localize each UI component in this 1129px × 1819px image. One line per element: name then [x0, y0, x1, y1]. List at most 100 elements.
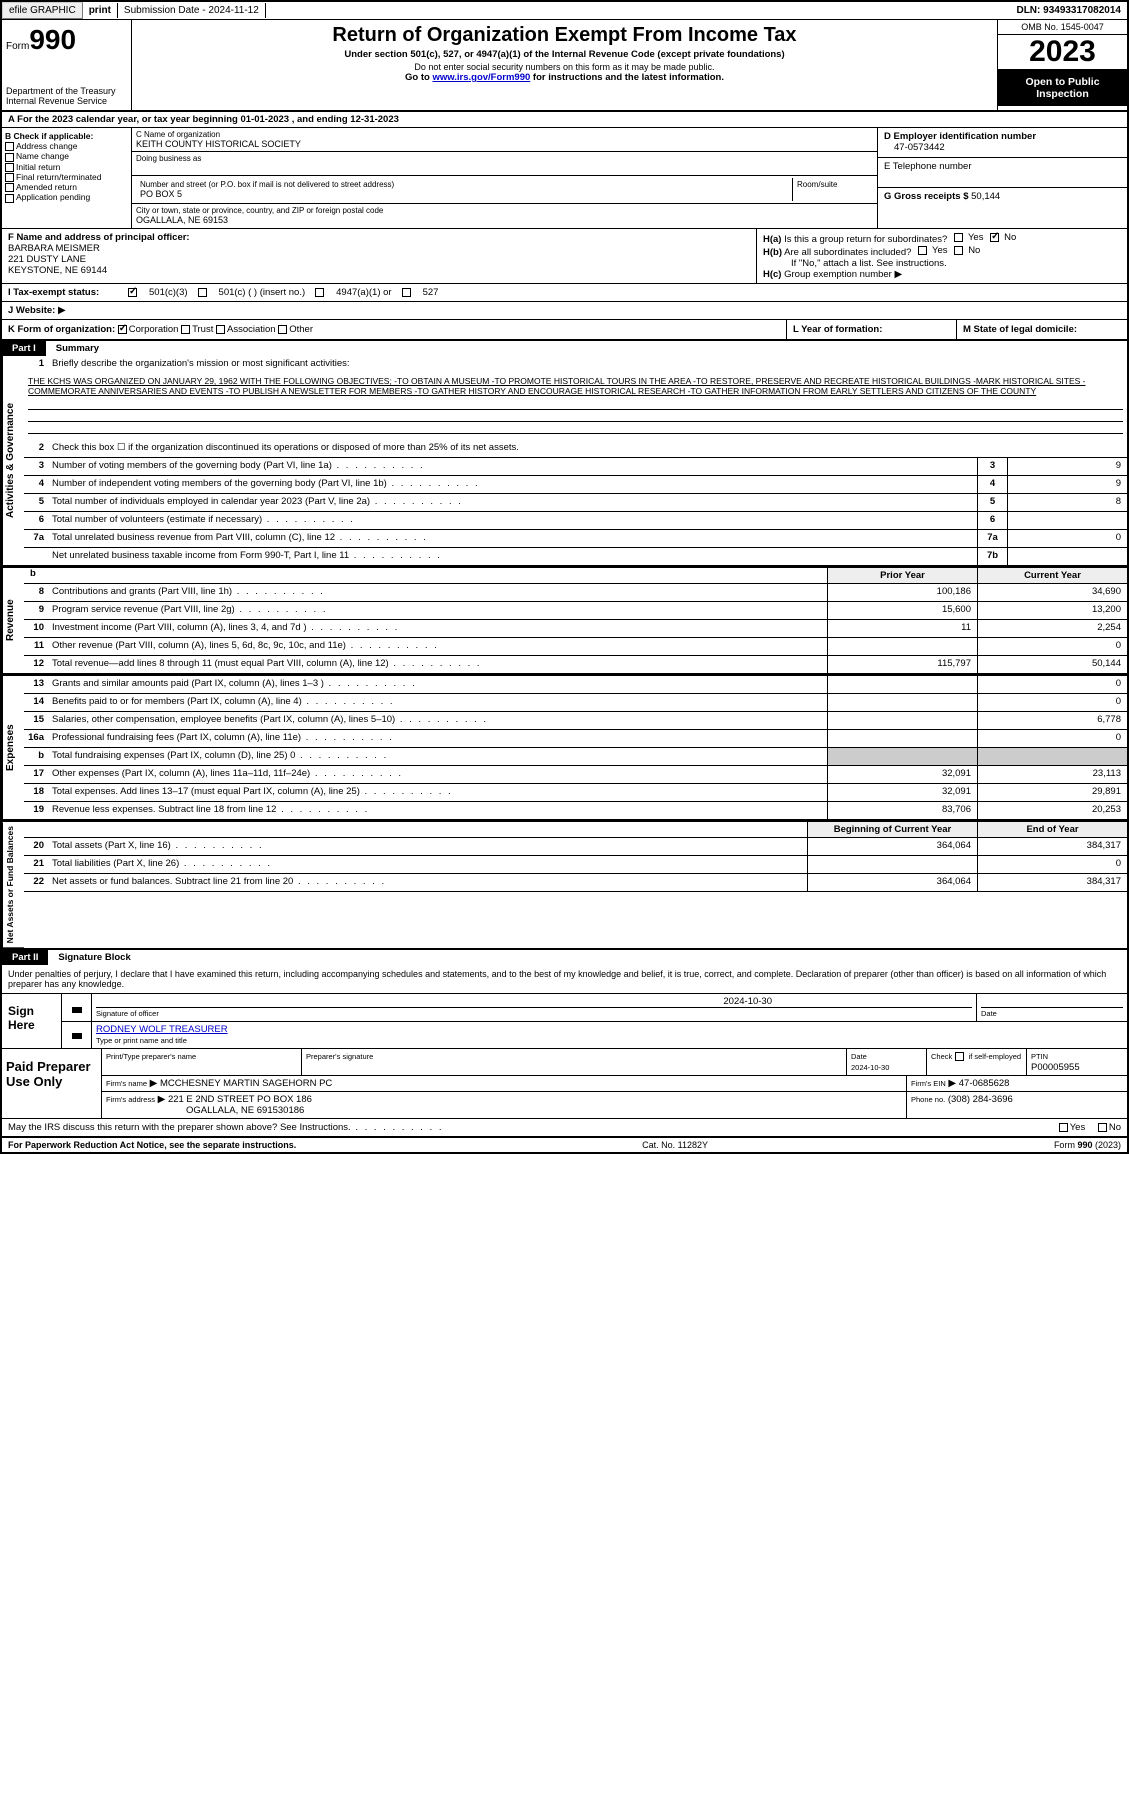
- line-text: Number of voting members of the governin…: [48, 458, 977, 475]
- vlabel-balance: Net Assets or Fund Balances: [2, 822, 24, 948]
- city-row: City or town, state or province, country…: [132, 204, 877, 228]
- line-num: 14: [24, 694, 48, 711]
- current-val: 2,254: [977, 620, 1127, 637]
- financial-line: 14 Benefits paid to or for members (Part…: [24, 694, 1127, 712]
- financial-line: 8 Contributions and grants (Part VIII, l…: [24, 584, 1127, 602]
- checkbox-icon[interactable]: [181, 325, 190, 334]
- sig-date-cell: Date: [977, 994, 1127, 1021]
- line-num: 5: [24, 494, 48, 511]
- checkbox-icon[interactable]: [918, 246, 927, 255]
- checkbox-icon[interactable]: [315, 288, 324, 297]
- line-text: Total number of individuals employed in …: [48, 494, 977, 511]
- section-c: C Name of organization KEITH COUNTY HIST…: [132, 128, 877, 228]
- checkbox-icon[interactable]: [198, 288, 207, 297]
- checkbox-icon[interactable]: [216, 325, 225, 334]
- checkbox-icon[interactable]: [5, 194, 14, 203]
- dept-irs: Internal Revenue Service: [6, 96, 127, 106]
- checkbox-icon[interactable]: [5, 163, 14, 172]
- current-val: 20,253: [977, 802, 1127, 819]
- phone-label: E Telephone number: [884, 161, 1121, 172]
- financial-line: 9 Program service revenue (Part VIII, li…: [24, 602, 1127, 620]
- financial-line: 16a Professional fundraising fees (Part …: [24, 730, 1127, 748]
- line-num: 17: [24, 766, 48, 783]
- prior-val: [827, 748, 977, 765]
- financial-line: b Total fundraising expenses (Part IX, c…: [24, 748, 1127, 766]
- part1-header: Part I Summary: [2, 341, 1127, 356]
- financial-line: 17 Other expenses (Part IX, column (A), …: [24, 766, 1127, 784]
- status-527: 527: [423, 287, 439, 298]
- firm-name-cell: Firm's name ▶ MCCHESNEY MARTIN SAGEHORN …: [102, 1076, 907, 1091]
- checkbox-icon[interactable]: [5, 173, 14, 182]
- checkbox-checked-icon[interactable]: [128, 288, 137, 297]
- receipts-row: G Gross receipts $ 50,144: [878, 188, 1127, 218]
- line-num: 21: [24, 856, 48, 873]
- checkbox-icon[interactable]: [954, 233, 963, 242]
- header-row: Form990 Department of the Treasury Inter…: [2, 20, 1127, 112]
- officer-city: KEYSTONE, NE 69144: [8, 265, 750, 276]
- governance-line: 7a Total unrelated business revenue from…: [24, 530, 1127, 548]
- prior-val: 32,091: [827, 766, 977, 783]
- prior-val: [827, 694, 977, 711]
- checkbox-icon[interactable]: [402, 288, 411, 297]
- checkbox-icon[interactable]: [954, 246, 963, 255]
- addr-label: Number and street (or P.O. box if mail i…: [140, 180, 788, 189]
- prior-val: 364,064: [807, 838, 977, 855]
- efile-badge: efile GRAPHIC: [2, 2, 83, 19]
- current-val: 50,144: [977, 656, 1127, 673]
- current-val: 6,778: [977, 712, 1127, 729]
- officer-name-link[interactable]: RODNEY WOLF TREASURER: [96, 1024, 1123, 1035]
- line-text: Check this box ☐ if the organization dis…: [48, 440, 1127, 457]
- checkbox-icon[interactable]: [5, 153, 14, 162]
- checkbox-checked-icon[interactable]: [118, 325, 127, 334]
- prior-val: 364,064: [807, 874, 977, 891]
- header-right: OMB No. 1545-0047 2023 Open to Public In…: [997, 20, 1127, 110]
- checkbox-checked-icon[interactable]: [990, 233, 999, 242]
- print-link[interactable]: print: [83, 3, 118, 18]
- paperwork-notice: For Paperwork Reduction Act Notice, see …: [8, 1140, 296, 1150]
- officer-label: F Name and address of principal officer:: [8, 232, 750, 243]
- line-text: Contributions and grants (Part VIII, lin…: [48, 584, 827, 601]
- checkbox-icon[interactable]: [1098, 1123, 1107, 1132]
- expenses-content: 13 Grants and similar amounts paid (Part…: [24, 676, 1127, 820]
- col-current: Current Year: [977, 568, 1127, 583]
- line-num: 10: [24, 620, 48, 637]
- dln: DLN: 93493317082014: [1010, 3, 1127, 18]
- checkbox-icon[interactable]: [1059, 1123, 1068, 1132]
- col-begin: Beginning of Current Year: [807, 822, 977, 837]
- line-text: Program service revenue (Part VIII, line…: [48, 602, 827, 619]
- officer-name-cell: RODNEY WOLF TREASURER Type or print name…: [92, 1022, 1127, 1048]
- goto-pre: Go to: [405, 72, 432, 83]
- checkbox-icon[interactable]: [5, 183, 14, 192]
- firm-phone-cell: Phone no. (308) 284-3696: [907, 1092, 1127, 1118]
- line-num: 4: [24, 476, 48, 493]
- goto-link[interactable]: www.irs.gov/Form990: [432, 72, 530, 83]
- line-text: Total revenue—add lines 8 through 11 (mu…: [48, 656, 827, 673]
- checkbox-icon[interactable]: [5, 142, 14, 151]
- financial-line: 12 Total revenue—add lines 8 through 11 …: [24, 656, 1127, 674]
- dba-row: Doing business as: [132, 152, 877, 176]
- phone-row: E Telephone number: [878, 158, 1127, 188]
- addr-value: PO BOX 5: [140, 189, 788, 199]
- current-val: 29,891: [977, 784, 1127, 801]
- line-text: Net unrelated business taxable income fr…: [48, 548, 977, 565]
- hb-row: H(b) Are all subordinates included? Yes …: [763, 245, 1121, 258]
- status-label: I Tax-exempt status:: [8, 287, 118, 298]
- revenue-section: Revenue b Prior Year Current Year 8 Cont…: [2, 568, 1127, 676]
- expenses-section: Expenses 13 Grants and similar amounts p…: [2, 676, 1127, 822]
- hb-label: H(b): [763, 247, 782, 258]
- checkbox-icon[interactable]: [955, 1052, 964, 1061]
- current-val: 384,317: [977, 874, 1127, 891]
- financial-line: 18 Total expenses. Add lines 13–17 (must…: [24, 784, 1127, 802]
- mission-blank-line: [28, 398, 1123, 410]
- current-val: 0: [977, 730, 1127, 747]
- current-val: 0: [977, 638, 1127, 655]
- check-address-change: Address change: [5, 141, 128, 151]
- col-prior: Prior Year: [827, 568, 977, 583]
- checkbox-icon[interactable]: [278, 325, 287, 334]
- line-num: 19: [24, 802, 48, 819]
- arrow-icon: ▶: [58, 305, 66, 316]
- line-num: 9: [24, 602, 48, 619]
- financial-line: 20 Total assets (Part X, line 16) 364,06…: [24, 838, 1127, 856]
- current-val: [977, 748, 1127, 765]
- arrow-icon: ▶: [158, 1094, 166, 1105]
